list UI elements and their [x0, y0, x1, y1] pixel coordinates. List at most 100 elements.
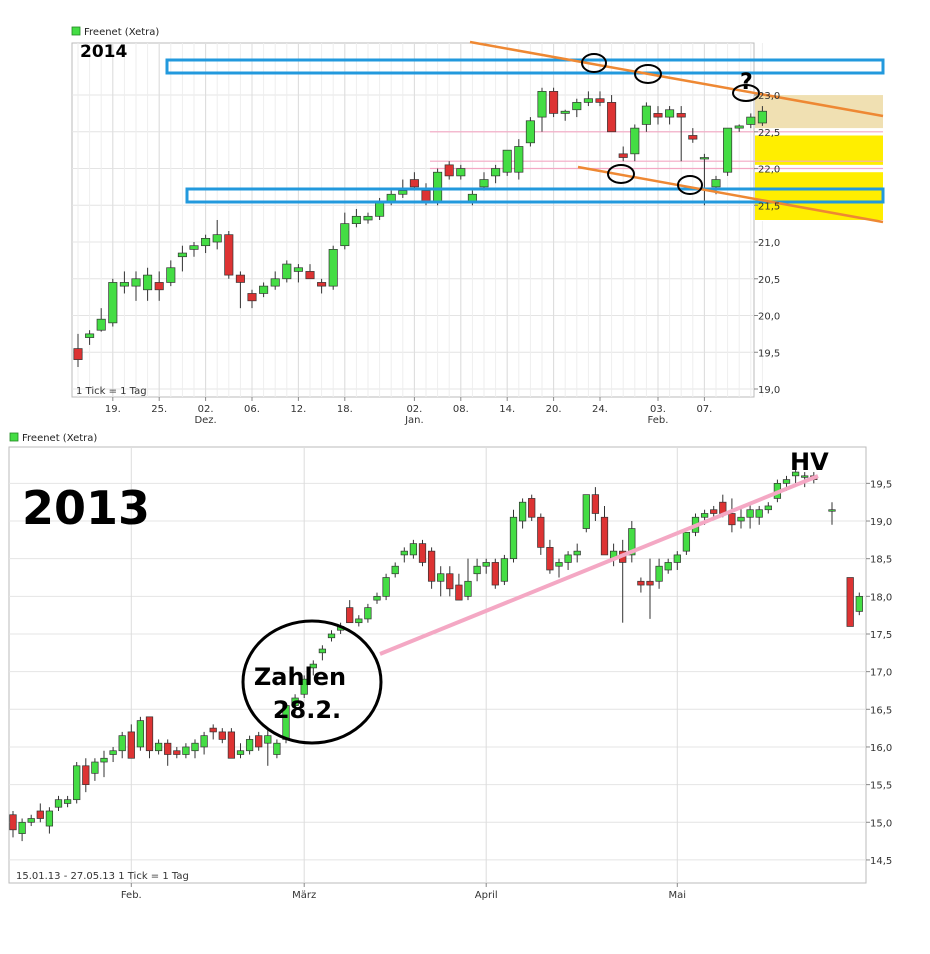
x-tick-label: März — [292, 890, 316, 901]
candle-down — [227, 731, 236, 759]
y-tick-label: 20,5 — [758, 275, 780, 286]
candle-down — [600, 516, 609, 556]
x-tick-label: Mai — [669, 890, 687, 901]
candle-up — [364, 607, 372, 620]
candle-up — [259, 285, 269, 294]
candle-up — [177, 252, 187, 258]
candle-up — [500, 558, 509, 582]
x-tick-label: April — [475, 890, 498, 901]
candle-up — [491, 168, 501, 177]
candle-up — [270, 278, 280, 287]
candle-down — [595, 98, 605, 103]
candle-down — [653, 113, 663, 118]
x-tick-label: 12. — [290, 404, 306, 415]
candle-down — [618, 153, 628, 158]
candle-up — [757, 110, 767, 124]
candle-up — [525, 120, 535, 144]
candle-up — [91, 761, 99, 774]
candle-down — [427, 550, 436, 582]
candle-up — [573, 550, 581, 556]
candle-up — [27, 818, 35, 823]
candle-up — [282, 263, 292, 280]
candle-up — [85, 333, 95, 338]
candle-up — [746, 509, 754, 518]
candle-down — [491, 562, 499, 586]
legend-swatch — [71, 26, 81, 36]
candle-down — [127, 731, 135, 759]
x-tick-label: 07. — [696, 404, 712, 415]
candle-up — [373, 595, 381, 601]
candle-up — [182, 746, 190, 755]
candle-up — [291, 697, 299, 706]
candle-up — [673, 554, 681, 563]
x-tick-sublabel: Feb. — [648, 415, 669, 426]
annotation-text-line2: 28.2. — [273, 696, 341, 724]
x-tick-label: 20. — [546, 404, 562, 415]
candle-up — [154, 742, 163, 752]
candle-up — [264, 735, 272, 744]
candle-up — [456, 168, 466, 177]
candle-up — [560, 110, 570, 114]
candle-down — [317, 282, 327, 287]
candle-up — [473, 565, 481, 575]
annotation-circle — [241, 619, 383, 745]
candle-down — [528, 498, 536, 518]
candle-up — [801, 475, 809, 478]
candle-up — [655, 565, 663, 582]
candle-down — [676, 113, 686, 118]
candle-up — [118, 735, 126, 752]
x-tick-label: 02. — [198, 404, 214, 415]
candle-down — [728, 513, 736, 526]
candle-down — [154, 282, 164, 291]
footnote: 15.01.13 - 27.05.13 1 Tick = 1 Tag — [16, 871, 189, 882]
legend-swatch — [9, 432, 19, 442]
candle-up — [293, 267, 303, 272]
candle-up — [382, 577, 390, 597]
candle-up — [200, 735, 208, 748]
y-tick-label: 19,0 — [870, 517, 892, 528]
candle-up — [665, 109, 675, 118]
legend-label: Freenet (Xetra) — [84, 27, 159, 38]
candle-down — [218, 731, 226, 740]
candle-up — [119, 282, 129, 287]
x-tick-sublabel: Jan. — [404, 415, 424, 426]
trendline-upper — [469, 40, 884, 118]
candle-up — [166, 267, 176, 283]
candle-up — [723, 127, 733, 173]
x-tick-label: 02. — [406, 404, 422, 415]
candle-up — [509, 516, 518, 560]
candle-down — [418, 543, 427, 563]
candle-up — [191, 742, 199, 752]
candle-down — [591, 494, 600, 514]
candle-down — [9, 814, 17, 831]
candle-up — [18, 821, 26, 834]
x-tick-label: 24. — [592, 404, 608, 415]
candle-up — [273, 742, 281, 755]
circle-mark — [677, 175, 703, 195]
candle-down — [305, 271, 315, 280]
candle-down — [446, 573, 454, 590]
candle-up — [755, 509, 763, 518]
candle-up — [664, 562, 672, 571]
candle-down — [421, 190, 431, 202]
candle-up — [564, 554, 572, 563]
annotation-text-line1: Zahlen — [254, 663, 346, 691]
candle-up — [582, 494, 590, 529]
candle-up — [327, 633, 336, 639]
y-tick-label: 18,0 — [870, 592, 892, 603]
candle-up — [63, 799, 72, 804]
candle-up — [328, 249, 338, 287]
candle-up — [212, 234, 222, 243]
x-tick-label: 25. — [151, 404, 167, 415]
candle-down — [846, 577, 854, 627]
candle-up — [201, 237, 211, 247]
y-tick-label: 18,5 — [870, 555, 892, 566]
candle-down — [546, 547, 554, 571]
year-label: 2013 — [22, 481, 150, 535]
y-tick-label: 19,5 — [870, 479, 892, 490]
candle-up — [355, 618, 363, 624]
candle-up — [791, 471, 800, 477]
candle-up — [682, 531, 691, 552]
candle-up — [409, 543, 418, 556]
